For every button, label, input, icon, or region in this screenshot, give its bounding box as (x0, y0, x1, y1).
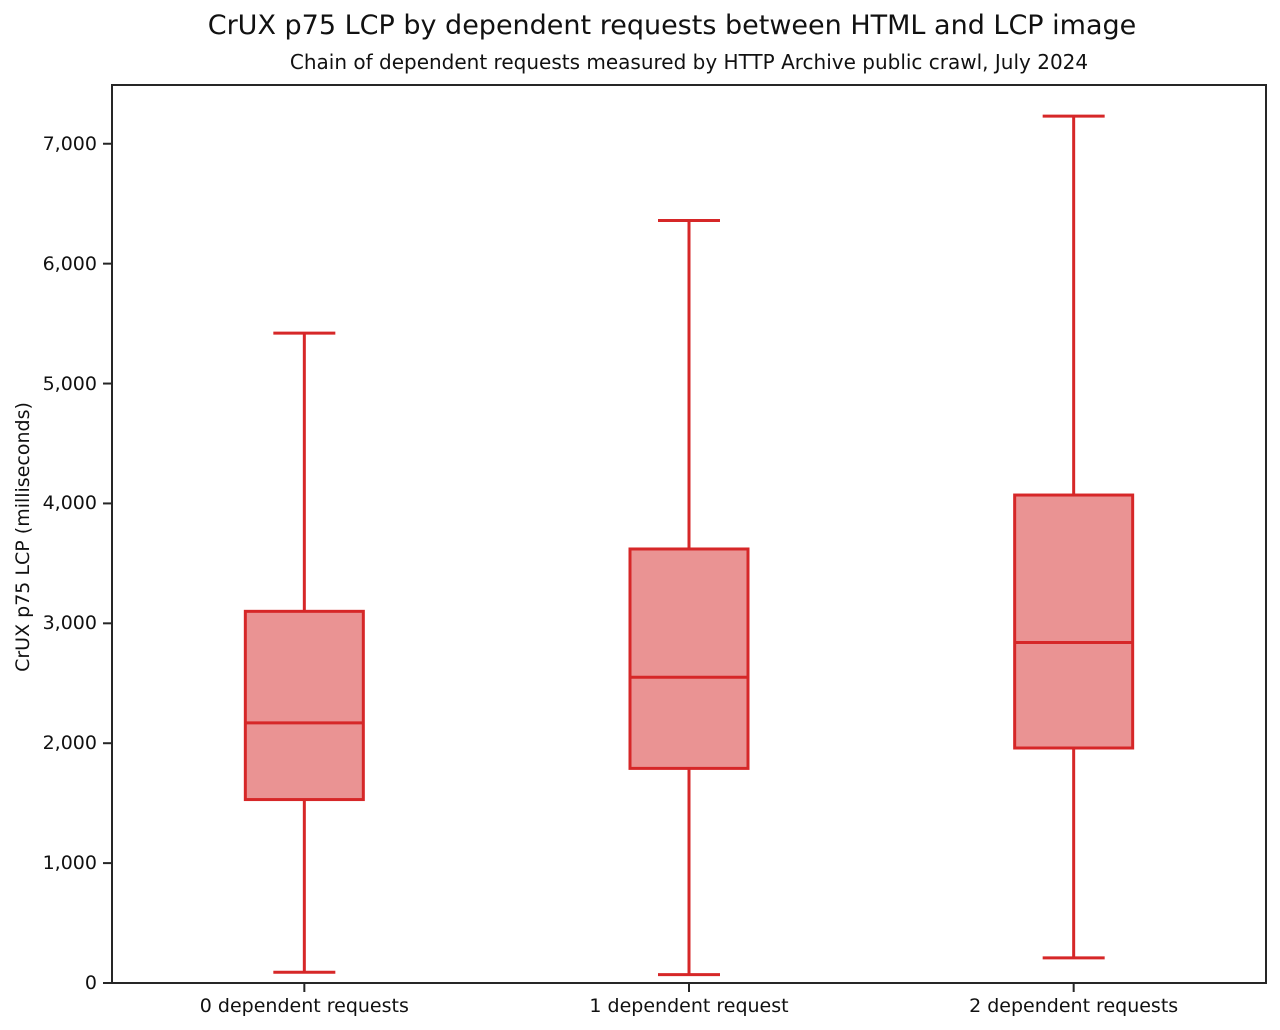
chart-subtitle: Chain of dependent requests measured by … (289, 50, 1089, 74)
y-tick-label: 6,000 (42, 252, 97, 275)
y-tick-label: 3,000 (42, 612, 97, 635)
iqr-box (628, 547, 750, 770)
iqr-box (243, 609, 365, 802)
y-tick-label: 2,000 (42, 732, 97, 755)
x-tick-label: 2 dependent requests (969, 995, 1179, 1017)
x-tick-label: 1 dependent request (589, 995, 789, 1017)
y-tick-label: 0 (84, 972, 97, 994)
x-tick-label: 0 dependent requests (199, 995, 409, 1017)
iqr-box (1013, 493, 1135, 750)
y-tick-label: 5,000 (42, 372, 97, 395)
y-tick-label: 1,000 (42, 852, 97, 875)
y-tick-label: 4,000 (42, 492, 97, 515)
y-tick-label: 7,000 (42, 132, 97, 155)
chart-title: CrUX p75 LCP by dependent requests betwe… (207, 10, 1137, 41)
